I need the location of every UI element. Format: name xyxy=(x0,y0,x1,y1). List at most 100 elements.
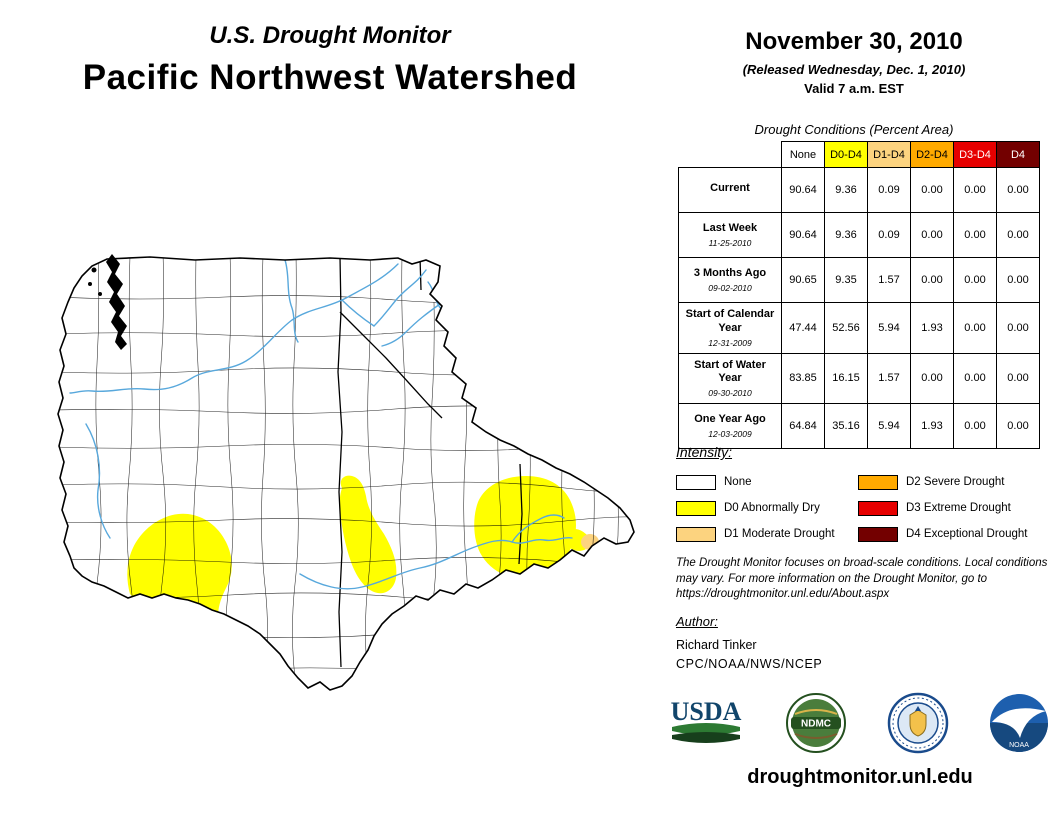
column-header-d1-d4: D1-D4 xyxy=(867,141,911,168)
cell-value: 9.36 xyxy=(824,167,868,213)
usda-logo: USDA xyxy=(671,697,742,743)
d1-swatch xyxy=(676,526,716,542)
watershed-boundary xyxy=(57,256,635,691)
legend-item-d3: D3 Extreme Drought xyxy=(858,495,1044,521)
author-org: CPC/NOAA/NWS/NCEP xyxy=(676,657,823,671)
watershed-map xyxy=(57,254,635,691)
author-heading: Author: xyxy=(676,614,718,629)
state-boundaries xyxy=(337,257,523,668)
cell-value: 90.65 xyxy=(781,257,825,303)
legend-item-d0: D0 Abnormally Dry xyxy=(676,495,858,521)
cell-value: 0.00 xyxy=(953,352,997,404)
none-swatch xyxy=(676,474,716,490)
row-label: 3 Months Ago xyxy=(693,267,767,280)
cell-value: 0.00 xyxy=(953,302,997,354)
cell-value: 5.94 xyxy=(867,403,911,449)
cell-value: 0.00 xyxy=(910,212,954,258)
watershed-area xyxy=(58,257,634,690)
cell-value: 90.64 xyxy=(781,212,825,258)
table-header-row: None D0-D4 D1-D4 D2-D4 D3-D4 D4 xyxy=(678,141,1040,168)
cell-value: 0.00 xyxy=(996,403,1040,449)
cell-value: 0.00 xyxy=(910,352,954,404)
cell-value: 0.00 xyxy=(996,257,1040,303)
cell-value: 1.57 xyxy=(867,352,911,404)
cell-value: 0.00 xyxy=(996,167,1040,213)
row-label: Last Week xyxy=(702,222,758,235)
legend-item-d2: D2 Severe Drought xyxy=(858,469,1044,495)
table-row: Start of Water Year 09-30-2010 83.85 16.1… xyxy=(678,352,1040,404)
cell-value: 90.64 xyxy=(781,167,825,213)
legend-label: None xyxy=(724,476,752,488)
d2-swatch xyxy=(858,474,898,490)
cell-value: 35.16 xyxy=(824,403,868,449)
author-block: Author: Richard Tinker CPC/NOAA/NWS/NCEP xyxy=(676,614,822,671)
author-name: Richard Tinker xyxy=(676,638,757,652)
cell-value: 0.00 xyxy=(996,212,1040,258)
cell-value: 83.85 xyxy=(781,352,825,404)
column-header-d0-d4: D0-D4 xyxy=(824,141,868,168)
cell-value: 16.15 xyxy=(824,352,868,404)
d3-swatch xyxy=(858,500,898,516)
legend-label: D3 Extreme Drought xyxy=(906,502,1011,514)
report-supertitle: U.S. Drought Monitor xyxy=(209,22,451,49)
table-corner-cell xyxy=(678,141,782,168)
cell-value: 0.00 xyxy=(953,257,997,303)
row-sublabel: 11-25-2010 xyxy=(708,237,752,248)
row-label: One Year Ago xyxy=(694,413,766,426)
title-block: U.S. Drought Monitor Pacific Northwest W… xyxy=(20,22,640,98)
drought-conditions-table: None D0-D4 D1-D4 D2-D4 D3-D4 D4 Current … xyxy=(678,141,1040,449)
cell-value: 9.36 xyxy=(824,212,868,258)
ndmc-logo: NDMC xyxy=(786,693,847,753)
table-row: One Year Ago 12-03-2009 64.84 35.16 5.94 … xyxy=(678,403,1040,449)
noaa-logo: NOAA xyxy=(989,694,1048,752)
cell-value: 0.00 xyxy=(910,257,954,303)
column-header-d3-d4: D3-D4 xyxy=(953,141,997,168)
row-sublabel: 09-02-2010 xyxy=(708,282,752,293)
row-label: Start of Water Year xyxy=(694,358,766,385)
column-header-none: None xyxy=(781,141,825,168)
cell-value: 0.09 xyxy=(867,167,911,213)
cell-value: 9.35 xyxy=(824,257,868,303)
cell-value: 52.56 xyxy=(824,302,868,354)
legend-item-none: None xyxy=(676,469,858,495)
legend-label: D1 Moderate Drought xyxy=(724,528,835,540)
row-sublabel: 12-03-2009 xyxy=(708,428,752,439)
d4-swatch xyxy=(858,526,898,542)
noaa-logo-text: NOAA xyxy=(1009,742,1029,749)
column-header-d4: D4 xyxy=(996,141,1040,168)
cell-value: 0.00 xyxy=(910,167,954,213)
column-header-d2-d4: D2-D4 xyxy=(910,141,954,168)
rivers xyxy=(69,259,573,590)
d0-swatch xyxy=(676,500,716,516)
cell-value: 0.00 xyxy=(953,403,997,449)
report-date: November 30, 2010 xyxy=(745,28,963,55)
intensity-legend: Intensity: None D0 Abnormally Dry D1 Mod… xyxy=(676,444,1046,547)
ndmc-logo-text: NDMC xyxy=(801,719,831,730)
legend-label: D4 Exceptional Drought xyxy=(906,528,1028,540)
date-block: November 30, 2010 (Released Wednesday, D… xyxy=(676,28,1032,96)
legend-item-d1: D1 Moderate Drought xyxy=(676,521,858,547)
cell-value: 64.84 xyxy=(781,403,825,449)
cell-value: 0.00 xyxy=(953,167,997,213)
valid-time: Valid 7 a.m. EST xyxy=(804,81,904,96)
legend-item-d4: D4 Exceptional Drought xyxy=(858,521,1044,547)
legend-label: D0 Abnormally Dry xyxy=(724,502,820,514)
cell-value: 0.00 xyxy=(996,352,1040,404)
table-row: Start of Calendar Year 12-31-2009 47.44 5… xyxy=(678,302,1040,354)
cell-value: 1.93 xyxy=(910,403,954,449)
cell-value: 1.57 xyxy=(867,257,911,303)
puget-sound-water xyxy=(88,254,127,350)
table-row: Last Week 11-25-2010 90.64 9.36 0.09 0.00… xyxy=(678,212,1040,258)
usda-logo-text: USDA xyxy=(671,697,742,726)
cell-value: 0.00 xyxy=(953,212,997,258)
cell-value: 0.00 xyxy=(996,302,1040,354)
row-sublabel: 09-30-2010 xyxy=(708,388,752,398)
release-date: (Released Wednesday, Dec. 1, 2010) xyxy=(742,62,966,77)
cell-value: 47.44 xyxy=(781,302,825,354)
table-row: Current 90.64 9.36 0.09 0.00 0.00 0.00 xyxy=(678,167,1040,213)
legend-label: D2 Severe Drought xyxy=(906,476,1005,488)
row-label: Current xyxy=(710,182,750,195)
cell-value: 0.09 xyxy=(867,212,911,258)
row-label: Start of Calendar Year xyxy=(685,308,775,334)
